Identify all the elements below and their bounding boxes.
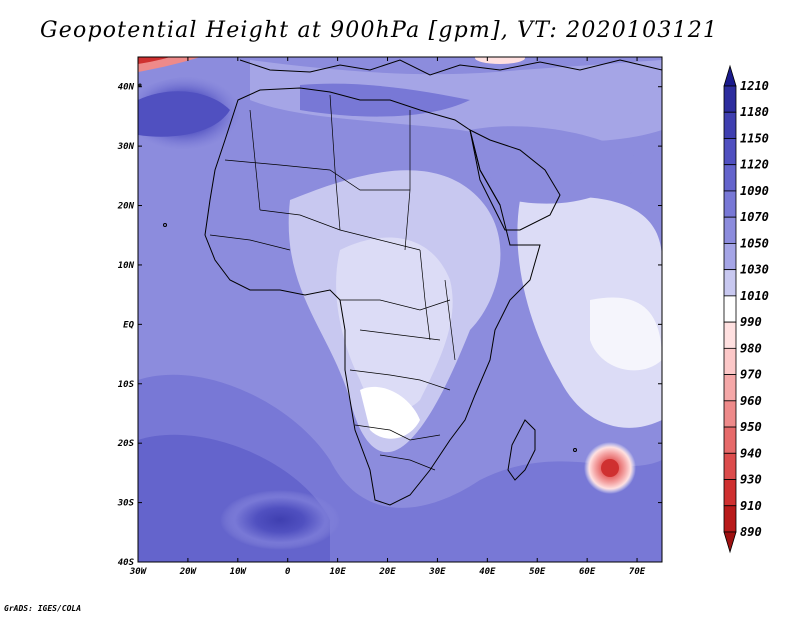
- lat-tick-label: 30S: [117, 499, 135, 509]
- lon-tick-label: 70E: [629, 567, 646, 577]
- colorbar-swatch: [723, 400, 737, 428]
- colorbar-label: 1010: [740, 289, 769, 303]
- colorbar-label: 1070: [740, 210, 769, 224]
- lon-tick-label: 10W: [230, 567, 248, 577]
- colorbar-swatch: [723, 243, 737, 271]
- africa-coastline: [204, 87, 541, 506]
- colorbar-swatch: [723, 374, 737, 402]
- lon-tick-label: 20E: [378, 567, 396, 577]
- lon-tick-label: 30E: [428, 567, 446, 577]
- colorbar-label: 980: [740, 341, 762, 355]
- lat-tick-label: 20N: [117, 202, 135, 212]
- colorbar-swatch: [723, 479, 737, 507]
- lon-tick-label: 0: [285, 567, 291, 577]
- lat-tick-label: 30N: [117, 142, 135, 152]
- colorbar-swatch: [723, 295, 737, 323]
- colorbar-swatch: [723, 452, 737, 480]
- colorbar-label: 1150: [740, 131, 769, 145]
- colorbar-swatch: [723, 111, 737, 139]
- colorbar-label: 890: [740, 525, 762, 539]
- colorbar-label: 950: [740, 420, 762, 434]
- colorbar-swatch: [723, 426, 737, 454]
- colorbar-label: 910: [740, 499, 762, 513]
- colorbar-label: 1210: [740, 79, 769, 93]
- colorbar-label: 1120: [740, 158, 769, 172]
- colorbar-swatch: [723, 347, 737, 375]
- lon-tick-label: 50E: [529, 567, 546, 577]
- lon-tick-label: 20W: [179, 567, 198, 577]
- colorbar-label: 1050: [740, 236, 769, 250]
- lat-tick-label: EQ: [123, 320, 134, 330]
- colorbar-top-triangle: [723, 64, 737, 87]
- colorbar-label: 1090: [740, 184, 769, 198]
- colorbar-label: 940: [740, 446, 762, 460]
- lat-tick-label: 40N: [118, 83, 135, 93]
- grads-credit: GrADS: IGES/COLA: [4, 604, 82, 613]
- colorbar-swatch: [723, 164, 737, 192]
- lon-tick-label: 10E: [329, 567, 346, 577]
- colorbar: 1210 1180 1150 1120 1090 1070 1050 1030 1010 990 9…: [723, 64, 769, 554]
- colorbar-swatch: [723, 216, 737, 244]
- lon-tick-label: 40E: [479, 567, 496, 577]
- colorbar-swatch: [723, 269, 737, 297]
- colorbar-label: 1180: [740, 105, 769, 119]
- colorbar-swatch: [723, 138, 737, 166]
- lat-axis: 40S 30S 20S 10S EQ 10N 20N 30N 40N: [117, 83, 662, 568]
- plot-frame: [137, 56, 663, 563]
- coastlines: [138, 59, 662, 506]
- arabia-coastline: [469, 129, 561, 231]
- lon-axis: 30W 20W 10W 0 10E 20E 30E 40E 50E 60E 70E: [129, 57, 646, 577]
- colorbar-swatch: [723, 85, 737, 113]
- colorbar-swatch: [723, 505, 737, 533]
- country-borders: [209, 94, 456, 471]
- colorbar-label: 930: [740, 473, 762, 487]
- colorbar-swatch: [723, 190, 737, 218]
- lat-tick-label: 20S: [117, 439, 135, 449]
- colorbar-swatch: [723, 321, 737, 349]
- colorbar-bottom-triangle: [723, 531, 737, 554]
- madagascar-coastline: [507, 419, 536, 481]
- lat-tick-label: 10N: [118, 261, 135, 271]
- lat-tick-label: 10S: [118, 380, 135, 390]
- chart-title: Geopotential Height at 900hPa [gpm], VT:…: [40, 18, 719, 43]
- height-field: [138, 57, 662, 562]
- lon-tick-label: 30W: [129, 567, 148, 577]
- europe-coastline: [239, 59, 662, 76]
- colorbar-label: 1030: [740, 263, 769, 277]
- lat-tick-label: 40S: [118, 558, 135, 568]
- colorbar-label: 970: [740, 368, 762, 382]
- colorbar-label: 990: [740, 315, 762, 329]
- lon-tick-label: 60E: [579, 567, 596, 577]
- colorbar-label: 960: [740, 394, 762, 408]
